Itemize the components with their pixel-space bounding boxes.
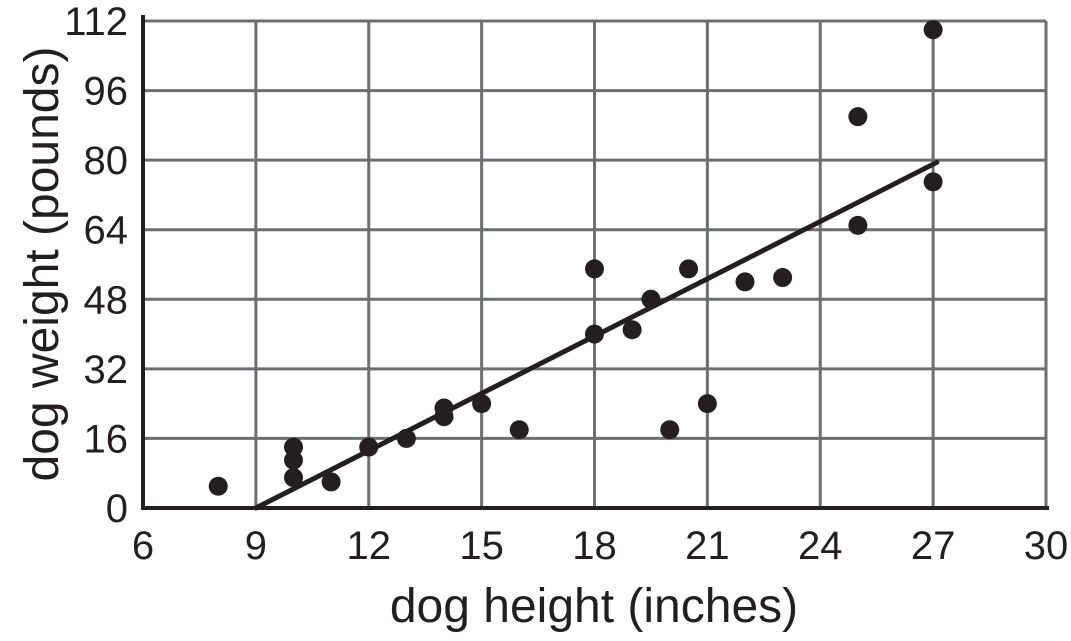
x-tick-label: 9	[245, 524, 267, 568]
x-tick-label: 21	[685, 524, 730, 568]
data-point	[848, 215, 868, 235]
x-tick-labels: 6 9 12 15 18 21 24 27 30	[132, 524, 1068, 568]
data-point	[585, 259, 604, 279]
data-point	[923, 20, 943, 40]
data-point	[735, 272, 755, 292]
data-point	[284, 468, 303, 488]
data-point	[923, 172, 943, 192]
data-point	[284, 437, 303, 457]
y-tick-label: 16	[84, 417, 129, 461]
x-tick-label: 12	[347, 524, 392, 568]
y-tick-label: 80	[84, 139, 129, 183]
data-point	[641, 289, 661, 309]
x-tick-label: 30	[1024, 524, 1069, 568]
x-tick-label: 6	[132, 524, 154, 568]
data-point	[472, 394, 492, 414]
data-point	[434, 398, 454, 418]
data-point	[585, 324, 604, 344]
data-point	[321, 472, 341, 492]
axes	[141, 15, 1049, 510]
x-tick-label: 24	[798, 524, 843, 568]
y-axis-title: dog weight (pounds)	[16, 47, 69, 482]
y-tick-labels: 0 16 32 48 64 80 96 112	[64, 0, 128, 531]
data-point	[773, 268, 793, 288]
x-tick-label: 15	[459, 524, 504, 568]
y-tick-label: 0	[106, 487, 128, 531]
data-points	[208, 20, 943, 496]
data-point	[622, 320, 642, 340]
y-tick-label: 112	[64, 0, 128, 44]
data-point	[284, 450, 303, 470]
x-tick-label: 27	[911, 524, 956, 568]
data-point	[208, 476, 228, 496]
data-point	[660, 420, 680, 440]
y-tick-label: 64	[84, 209, 129, 253]
data-point	[359, 437, 379, 457]
data-point	[509, 420, 529, 440]
x-tick-label: 18	[572, 524, 617, 568]
gridlines	[143, 19, 1048, 508]
y-tick-label: 32	[84, 348, 129, 392]
data-point	[396, 428, 416, 448]
data-point	[697, 394, 717, 414]
data-point	[848, 107, 868, 127]
y-tick-label: 48	[84, 278, 129, 322]
y-tick-label: 96	[84, 70, 129, 114]
data-point	[679, 259, 699, 279]
x-axis-title: dog height (inches)	[390, 580, 798, 633]
